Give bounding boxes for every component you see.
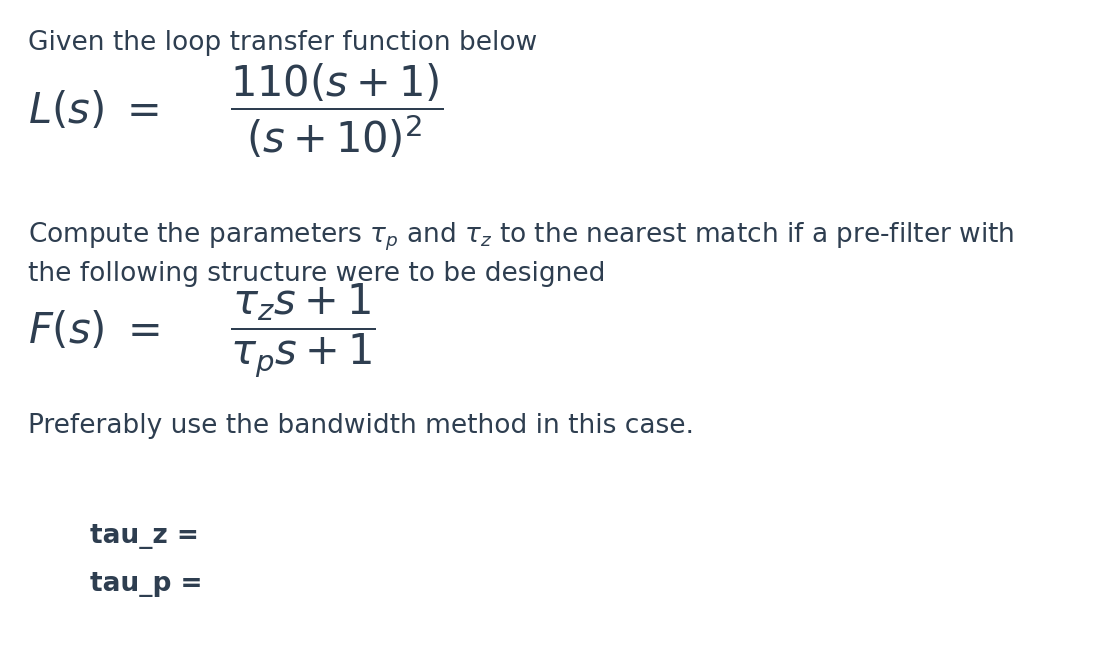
- Text: Given the loop transfer function below: Given the loop transfer function below: [28, 30, 537, 56]
- Text: Preferably use the bandwidth method in this case.: Preferably use the bandwidth method in t…: [28, 413, 694, 439]
- Text: tau_z =: tau_z =: [90, 523, 199, 549]
- Text: $\mathit{F}(\mathit{s})\ =$: $\mathit{F}(\mathit{s})\ =$: [28, 310, 160, 352]
- Text: Compute the parameters $\mathit{\tau}_p$ and $\mathit{\tau}_z$ to the nearest ma: Compute the parameters $\mathit{\tau}_p$…: [28, 221, 1015, 253]
- Text: $\dfrac{110(\mathit{s}+1)}{(\mathit{s}+10)^2}$: $\dfrac{110(\mathit{s}+1)}{(\mathit{s}+1…: [230, 62, 444, 160]
- Text: the following structure were to be designed: the following structure were to be desig…: [28, 261, 606, 287]
- Text: $\mathit{L}(\mathit{s})\ =$: $\mathit{L}(\mathit{s})\ =$: [28, 90, 160, 132]
- Text: $\dfrac{\mathit{\tau}_z\mathit{s}+1}{\mathit{\tau}_p\mathit{s}+1}$: $\dfrac{\mathit{\tau}_z\mathit{s}+1}{\ma…: [230, 282, 376, 380]
- Text: tau_p =: tau_p =: [90, 571, 203, 597]
